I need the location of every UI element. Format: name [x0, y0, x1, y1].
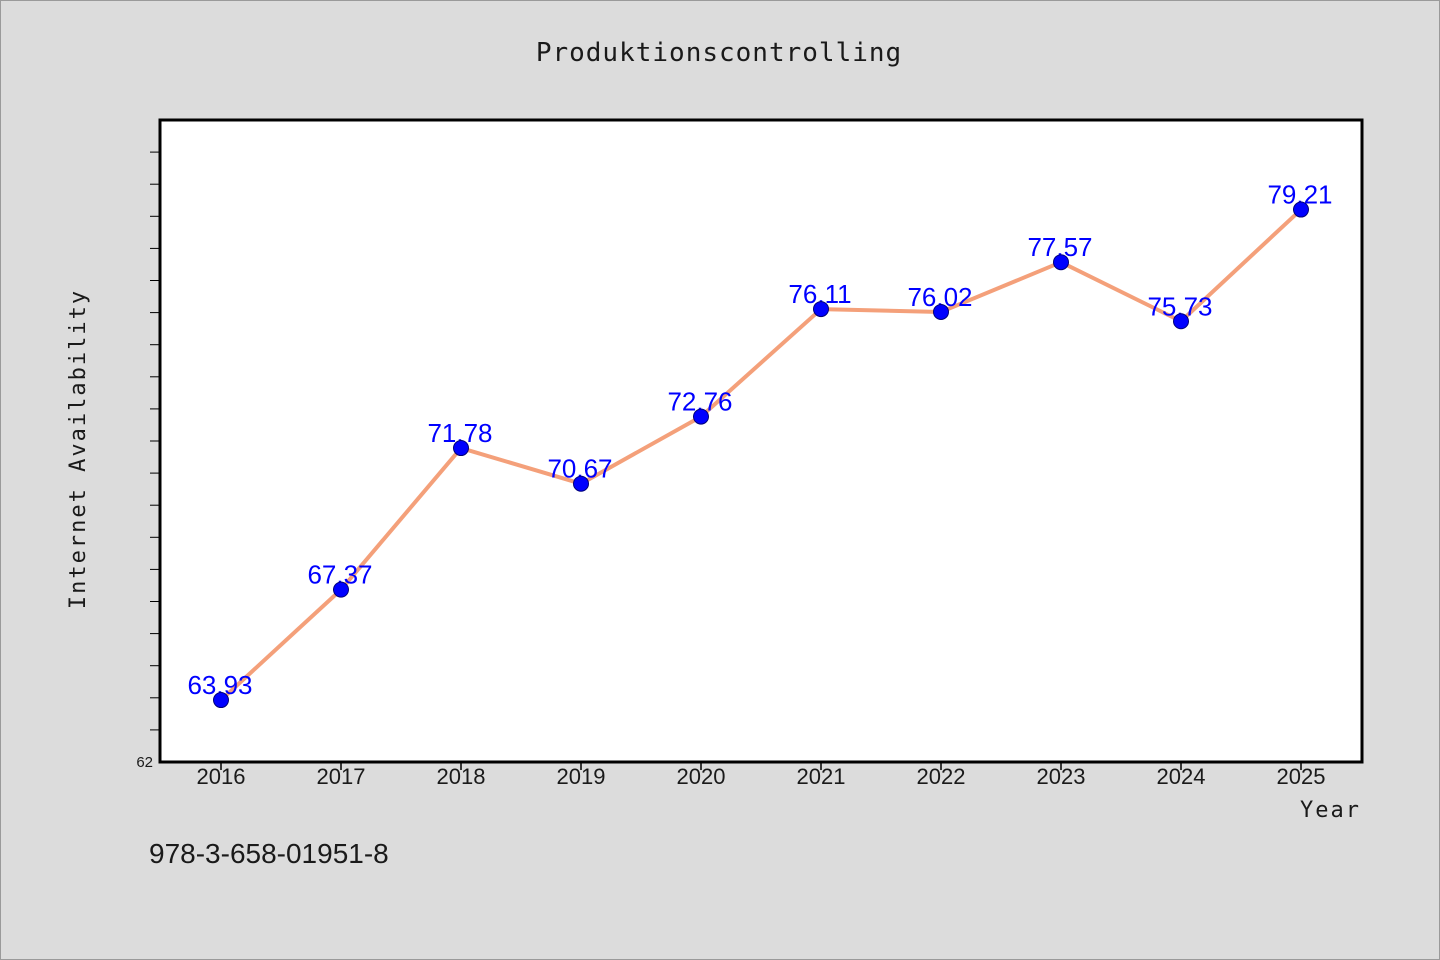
x-tick-label: 2022: [917, 764, 966, 789]
x-tick-label: 2025: [1277, 764, 1326, 789]
isbn-text: 978-3-658-01951-8: [149, 838, 389, 869]
x-tick-label: 2017: [317, 764, 366, 789]
series-line: [219, 207, 1303, 703]
data-point: [693, 408, 709, 425]
x-tick-label: 2023: [1037, 764, 1086, 789]
data-point: [573, 475, 589, 492]
y-tick-label: 62: [136, 754, 153, 771]
data-point: [1053, 254, 1069, 271]
series-line-group: [219, 207, 1303, 703]
x-axis-ticks: [220, 762, 1302, 770]
x-axis-label: Year: [1300, 798, 1361, 823]
data-point: [333, 581, 349, 598]
x-tick-label: 2020: [677, 764, 726, 789]
chart-title: Produktionscontrolling: [536, 38, 902, 68]
data-point: [453, 440, 469, 457]
data-point: [933, 303, 949, 320]
x-tick-label: 2024: [1157, 764, 1206, 789]
data-point: [813, 301, 829, 318]
y-axis-ticks: [150, 151, 160, 731]
x-tick-label: 2016: [197, 764, 246, 789]
x-tick-label: 2021: [797, 764, 846, 789]
data-point: [1173, 313, 1189, 330]
series-markers-group: [213, 201, 1309, 709]
y-axis-label: Internet Availability: [66, 289, 91, 609]
data-point: [1293, 201, 1309, 218]
plot-area: [158, 118, 1364, 764]
x-axis-tick-labels: 2016 2017 2018 2019 2020 2021 2022 2023 2024 2025: [197, 764, 1326, 789]
x-tick-label: 2019: [557, 764, 606, 789]
data-point: [213, 692, 229, 709]
x-tick-label: 2018: [437, 764, 486, 789]
